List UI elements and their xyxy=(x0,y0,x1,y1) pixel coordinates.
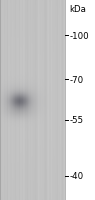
Text: -70: -70 xyxy=(69,76,84,84)
Text: -100: -100 xyxy=(69,32,89,40)
Text: -55: -55 xyxy=(69,116,84,124)
Text: -40: -40 xyxy=(69,172,84,180)
Text: kDa: kDa xyxy=(69,5,86,13)
